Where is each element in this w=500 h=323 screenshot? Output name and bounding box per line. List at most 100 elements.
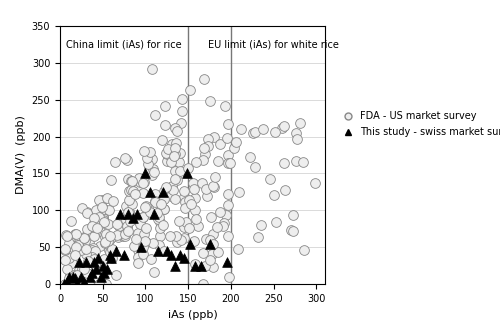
Point bbox=[134, 231, 142, 236]
Point bbox=[82, 259, 90, 265]
Point bbox=[66, 272, 74, 277]
Point bbox=[224, 136, 232, 141]
Point bbox=[88, 248, 96, 253]
Point bbox=[74, 242, 82, 247]
Point bbox=[86, 274, 94, 279]
Point bbox=[260, 127, 268, 132]
Point bbox=[75, 268, 83, 273]
Point bbox=[148, 66, 156, 71]
X-axis label: iAs (ppb): iAs (ppb) bbox=[168, 309, 218, 319]
Point bbox=[174, 159, 182, 164]
Point bbox=[252, 129, 260, 134]
Point bbox=[234, 247, 241, 252]
Point bbox=[249, 130, 257, 136]
Point bbox=[148, 241, 156, 246]
Point bbox=[230, 145, 238, 150]
Point bbox=[74, 282, 82, 287]
Point bbox=[111, 160, 119, 165]
Point bbox=[210, 264, 218, 269]
Point bbox=[280, 160, 288, 165]
Point bbox=[124, 209, 132, 214]
Point bbox=[134, 247, 141, 252]
Point bbox=[192, 217, 200, 222]
Point bbox=[90, 215, 98, 221]
Point bbox=[98, 204, 106, 210]
Point bbox=[136, 219, 144, 224]
Point bbox=[61, 257, 69, 263]
Point bbox=[102, 231, 110, 236]
Point bbox=[197, 263, 205, 268]
Point bbox=[72, 242, 80, 247]
Point bbox=[150, 192, 158, 197]
Point bbox=[180, 224, 188, 229]
Point bbox=[164, 146, 172, 151]
Point bbox=[140, 232, 148, 237]
Point bbox=[207, 215, 215, 220]
Point bbox=[128, 189, 136, 194]
Point bbox=[146, 189, 154, 194]
Point bbox=[80, 266, 88, 271]
Point bbox=[172, 263, 179, 268]
Point bbox=[85, 241, 93, 246]
Point bbox=[98, 198, 106, 203]
Point bbox=[163, 151, 171, 157]
Point bbox=[60, 282, 68, 287]
Point bbox=[124, 177, 132, 182]
Point bbox=[206, 241, 214, 246]
Point bbox=[102, 234, 110, 239]
Point bbox=[70, 245, 78, 250]
Point bbox=[148, 256, 156, 262]
Point bbox=[140, 214, 147, 220]
Point bbox=[164, 158, 172, 163]
Point bbox=[117, 227, 125, 233]
Point bbox=[115, 224, 123, 229]
Point bbox=[62, 246, 70, 251]
Point bbox=[257, 223, 265, 228]
Point bbox=[100, 240, 108, 245]
Point bbox=[122, 233, 130, 238]
Point bbox=[209, 184, 217, 189]
Point bbox=[160, 206, 168, 212]
Point bbox=[124, 212, 132, 217]
Point bbox=[126, 210, 134, 215]
Point bbox=[222, 104, 230, 109]
Point bbox=[163, 248, 171, 254]
Point bbox=[224, 192, 232, 197]
Point bbox=[90, 224, 98, 229]
Point bbox=[70, 272, 78, 277]
Point bbox=[128, 178, 136, 183]
Point bbox=[108, 255, 116, 261]
Point bbox=[154, 248, 162, 254]
Point bbox=[139, 179, 147, 184]
Point bbox=[150, 198, 158, 203]
Point bbox=[224, 234, 232, 239]
Point bbox=[162, 184, 170, 189]
Point bbox=[150, 212, 158, 217]
Point bbox=[311, 180, 319, 185]
Point bbox=[142, 171, 150, 176]
Point bbox=[94, 256, 102, 261]
Point bbox=[176, 252, 184, 257]
Point bbox=[78, 274, 86, 279]
Point bbox=[292, 130, 300, 135]
Point bbox=[176, 150, 184, 155]
Point bbox=[206, 238, 214, 243]
Point bbox=[158, 189, 166, 194]
Point bbox=[153, 211, 161, 216]
Point bbox=[224, 122, 232, 127]
Point bbox=[180, 189, 188, 194]
Point bbox=[210, 185, 218, 190]
Point bbox=[236, 127, 244, 132]
Point bbox=[210, 242, 218, 247]
Point bbox=[160, 188, 168, 193]
Point bbox=[246, 155, 254, 160]
Point bbox=[184, 165, 192, 170]
Point bbox=[182, 171, 190, 176]
Point bbox=[201, 263, 209, 268]
Point bbox=[214, 249, 222, 254]
Point bbox=[280, 187, 288, 192]
Point bbox=[138, 180, 146, 185]
Point bbox=[292, 158, 300, 163]
Point bbox=[92, 249, 100, 254]
Point bbox=[290, 213, 298, 218]
